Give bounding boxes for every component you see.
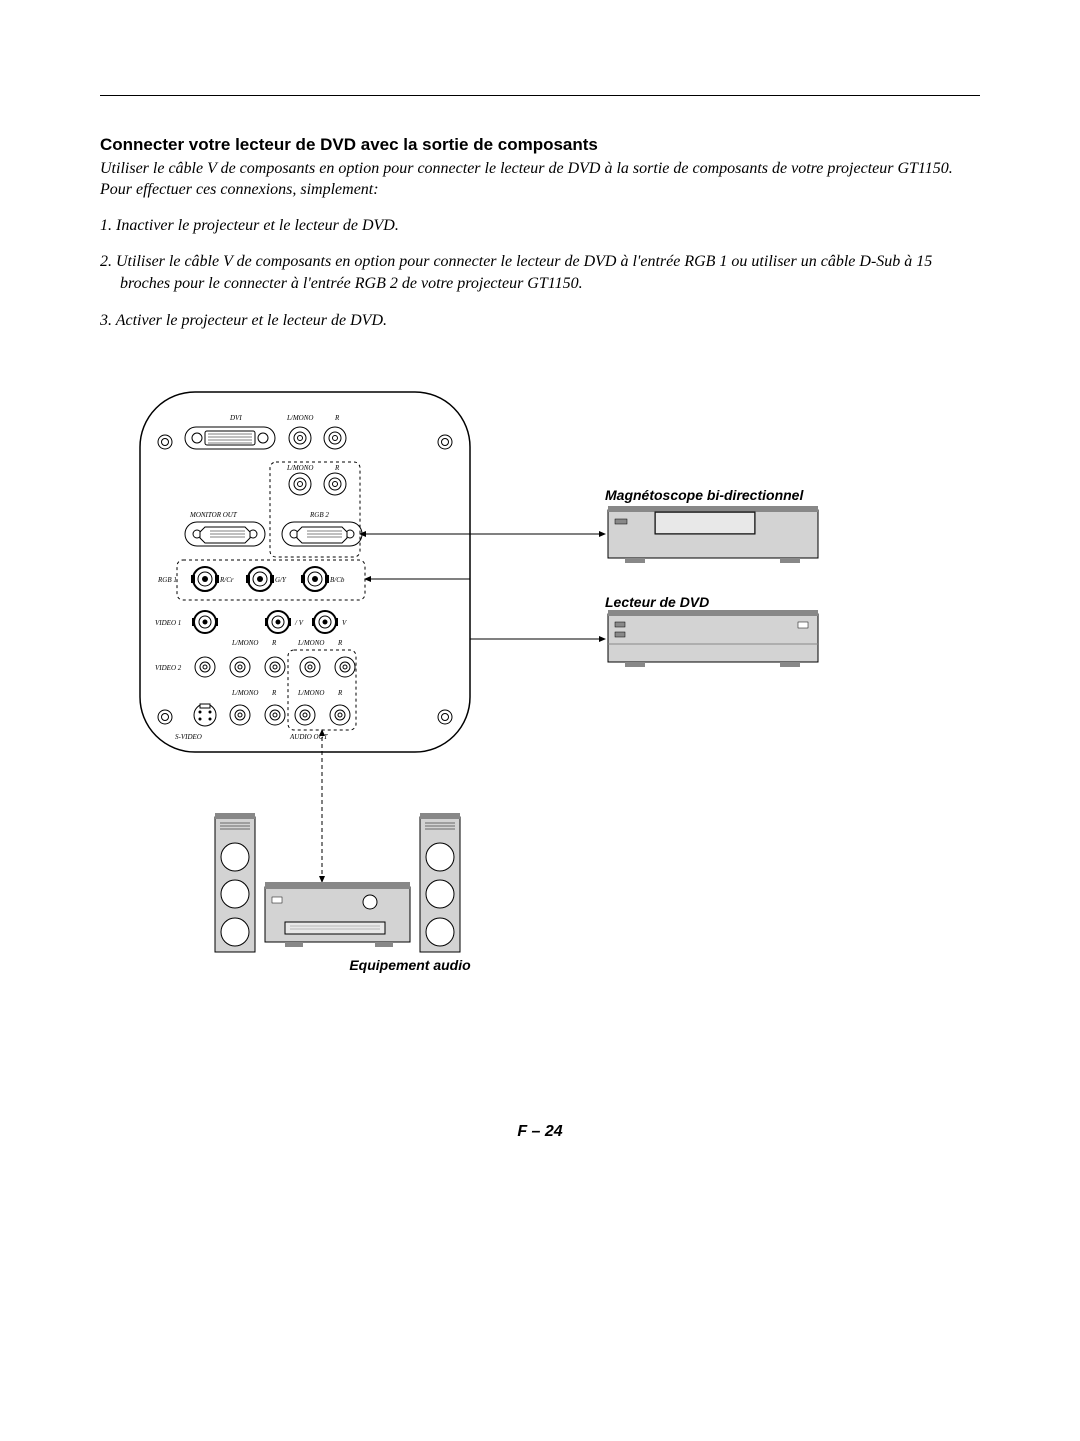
- page-number: F – 24: [0, 1123, 1080, 1141]
- top-rule: [100, 95, 980, 96]
- diagram-svg: DVI L/MONO R L/MONO R: [100, 382, 980, 1022]
- label-v: V: [342, 619, 347, 627]
- bnc-gy: [246, 567, 274, 591]
- label-vcr-device: Magnétoscope bi-directionnel: [605, 487, 803, 503]
- label-video2: VIDEO 2: [155, 664, 182, 672]
- label-bcb: B/Cb: [330, 576, 345, 584]
- label-lmono-2: L/MONO: [286, 464, 313, 472]
- steps-list: 1. Inactiver le projecteur et le lecteur…: [100, 215, 980, 333]
- step-3: 3. Activer le projecteur et le lecteur d…: [100, 310, 980, 332]
- label-audioout: AUDIO OUT: [289, 733, 329, 741]
- svg-text:/ V: / V: [294, 619, 304, 627]
- label-dvi: DVI: [229, 414, 242, 422]
- svg-text:L/MONO: L/MONO: [231, 639, 258, 647]
- svg-text:R: R: [271, 689, 277, 697]
- step-2: 2. Utiliser le câble V de composants en …: [100, 251, 980, 296]
- label-r-2: R: [334, 464, 340, 472]
- projector-panel: DVI L/MONO R L/MONO R: [140, 392, 470, 752]
- audio-equipment: [215, 813, 460, 952]
- dvd-device: [608, 610, 818, 667]
- label-rgb2: RGB 2: [309, 511, 329, 519]
- intro-paragraph: Utiliser le câble V de composants en opt…: [100, 159, 980, 201]
- label-gy: G/Y: [275, 576, 287, 584]
- label-r-1: R: [334, 414, 340, 422]
- label-svideo: S-VIDEO: [175, 733, 202, 741]
- label-rcr: R/Cr: [219, 576, 234, 584]
- svg-text:R: R: [337, 689, 343, 697]
- label-lmono-1: L/MONO: [286, 414, 313, 422]
- label-rgb1: RGB 1: [157, 576, 177, 584]
- svg-text:L/MONO: L/MONO: [297, 689, 324, 697]
- section-heading: Connecter votre lecteur de DVD avec la s…: [100, 135, 980, 155]
- step-1: 1. Inactiver le projecteur et le lecteur…: [100, 215, 980, 237]
- connection-diagram: DVI L/MONO R L/MONO R: [100, 382, 980, 1022]
- svg-text:L/MONO: L/MONO: [297, 639, 324, 647]
- svg-text:R: R: [337, 639, 343, 647]
- label-monitor-out: MONITOR OUT: [189, 511, 238, 519]
- label-audio-equipment: Equipement audio: [100, 957, 720, 973]
- vcr-device: [608, 506, 818, 563]
- svg-text:L/MONO: L/MONO: [231, 689, 258, 697]
- bnc-bcb: [301, 567, 329, 591]
- label-dvd-device: Lecteur de DVD: [605, 594, 709, 610]
- bnc-rcr: [191, 567, 219, 591]
- label-video1: VIDEO 1: [155, 619, 181, 627]
- svg-text:R: R: [271, 639, 277, 647]
